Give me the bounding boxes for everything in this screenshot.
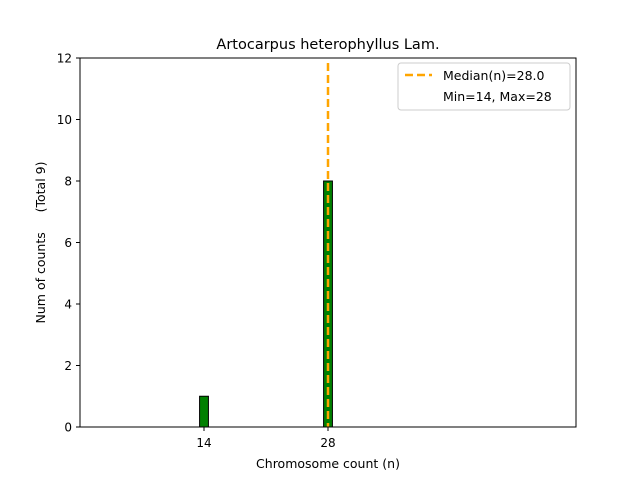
legend: Median(n)=28.0 Min=14, Max=28 bbox=[397, 62, 571, 111]
bar-n-14 bbox=[199, 395, 209, 428]
y-tick-label: 4 bbox=[64, 298, 72, 312]
y-tick-label: 10 bbox=[57, 113, 72, 127]
x-axis-label: Chromosome count (n) bbox=[256, 456, 400, 471]
x-tick-label: 14 bbox=[196, 436, 211, 450]
legend-median-label: Median(n)=28.0 bbox=[443, 68, 544, 83]
y-tick-label: 2 bbox=[64, 359, 72, 373]
legend-range-label: Min=14, Max=28 bbox=[443, 89, 552, 104]
y-axis-label: Num of counts (Total 9) bbox=[33, 162, 48, 324]
legend-box bbox=[397, 62, 571, 111]
y-tick-label: 6 bbox=[64, 236, 72, 250]
y-tick-label: 0 bbox=[64, 421, 72, 435]
x-tick-label: 28 bbox=[320, 436, 335, 450]
y-tick-label: 8 bbox=[64, 175, 72, 189]
chart-title: Artocarpus heterophyllus Lam. bbox=[216, 37, 439, 53]
y-tick-label: 12 bbox=[57, 52, 72, 66]
